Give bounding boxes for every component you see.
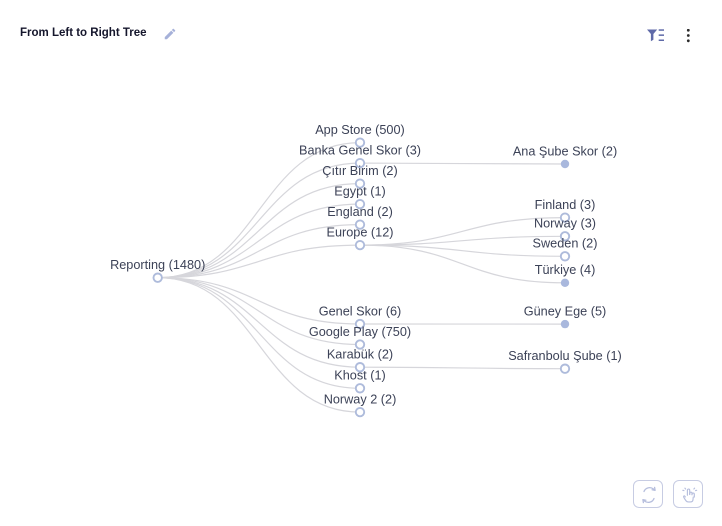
svg-text:Reporting (1480): Reporting (1480) (110, 258, 205, 272)
svg-text:Banka Genel Skor (3): Banka Genel Skor (3) (299, 144, 421, 158)
svg-text:Genel Skor (6): Genel Skor (6) (319, 304, 402, 318)
svg-text:Ana Şube Skor (2): Ana Şube Skor (2) (513, 144, 617, 158)
svg-text:Karabük (2): Karabük (2) (327, 348, 393, 362)
svg-text:App Store (500): App Store (500) (315, 123, 405, 137)
svg-text:Google Play (750): Google Play (750) (309, 325, 411, 339)
svg-text:Norway 2 (2): Norway 2 (2) (324, 393, 397, 407)
svg-text:Güney Ege (5): Güney Ege (5) (524, 305, 607, 319)
svg-text:Egypt (1): Egypt (1) (334, 185, 385, 199)
svg-text:Safranbolu Şube (1): Safranbolu Şube (1) (508, 349, 622, 363)
svg-text:Sweden (2): Sweden (2) (533, 237, 598, 251)
svg-text:Çıtır Birim (2): Çıtır Birim (2) (322, 164, 397, 178)
svg-text:Norway (3): Norway (3) (534, 217, 596, 231)
svg-text:Finland (3): Finland (3) (535, 198, 596, 212)
svg-text:Khost (1): Khost (1) (334, 369, 385, 383)
svg-text:Europe (12): Europe (12) (327, 226, 394, 240)
svg-text:Türkiye (4): Türkiye (4) (535, 263, 596, 277)
svg-text:England (2): England (2) (327, 205, 393, 219)
